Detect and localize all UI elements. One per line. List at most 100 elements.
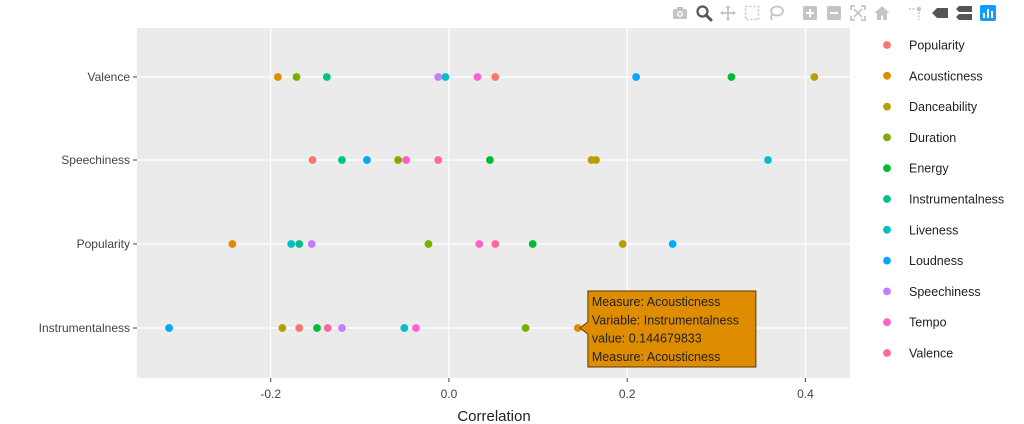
data-point[interactable]: [228, 240, 237, 248]
data-point[interactable]: [810, 73, 819, 81]
legend-label: Instrumentalness: [909, 193, 1004, 207]
data-point[interactable]: [434, 73, 443, 81]
data-point[interactable]: [295, 324, 304, 332]
data-point[interactable]: [632, 73, 640, 81]
spike-lines-button[interactable]: [905, 2, 927, 24]
data-point[interactable]: [424, 240, 433, 248]
data-point[interactable]: [727, 73, 736, 81]
legend-item[interactable]: Valence: [883, 347, 953, 361]
legend-marker: [883, 318, 891, 327]
lasso-select-button[interactable]: [765, 2, 787, 24]
legend: Popularity Acousticness Danceability Durati…: [883, 39, 1004, 361]
data-point[interactable]: [278, 324, 287, 332]
hover-compare-button[interactable]: [953, 2, 975, 24]
data-point[interactable]: [338, 156, 346, 164]
legend-label: Speechiness: [909, 285, 981, 299]
legend-item[interactable]: Energy: [883, 162, 949, 176]
spike-lines-icon: [909, 6, 922, 20]
legend-label: Duration: [909, 131, 956, 145]
home-icon: [874, 6, 890, 20]
data-point[interactable]: [295, 240, 304, 248]
autoscale-button[interactable]: [847, 2, 869, 24]
camera-icon: [673, 7, 687, 19]
legend-label: Valence: [909, 347, 953, 361]
data-point[interactable]: [592, 156, 600, 164]
legend-marker: [883, 102, 891, 111]
data-point[interactable]: [165, 324, 173, 332]
tooltip-box: [579, 290, 757, 368]
legend-label: Energy: [909, 162, 949, 176]
tooltip-line: Variable: Instrumentalness: [592, 313, 739, 327]
data-point[interactable]: [292, 73, 301, 81]
x-tick-label: -0.2: [260, 387, 281, 401]
legend-item[interactable]: Duration: [883, 131, 956, 145]
plotly-logo-icon: [980, 5, 996, 21]
legend-item[interactable]: Tempo: [883, 316, 947, 330]
legend-marker: [883, 287, 891, 296]
data-point[interactable]: [473, 73, 482, 81]
zoom-out-button[interactable]: [823, 2, 845, 24]
data-point[interactable]: [764, 156, 772, 164]
data-point[interactable]: [307, 240, 316, 248]
data-point[interactable]: [400, 324, 409, 332]
data-point[interactable]: [491, 73, 500, 81]
home-button[interactable]: [871, 2, 893, 24]
hover-tooltip: Measure: Acousticness Variable: Instrumen…: [579, 290, 757, 368]
legend-item[interactable]: Acousticness: [883, 69, 983, 83]
data-point[interactable]: [573, 324, 582, 332]
legend-item[interactable]: Loudness: [883, 254, 963, 268]
legend-label: Loudness: [909, 254, 963, 268]
legend-label: Popularity: [909, 39, 965, 53]
legend-marker: [883, 133, 891, 142]
legend-marker: [883, 195, 891, 203]
data-point[interactable]: [528, 240, 537, 248]
hover-closest-button[interactable]: [929, 2, 951, 24]
legend-item[interactable]: Danceability: [883, 100, 978, 114]
data-point[interactable]: [273, 73, 282, 81]
lasso-select-icon: [770, 5, 784, 21]
data-point[interactable]: [394, 156, 403, 164]
data-point[interactable]: [441, 73, 450, 81]
data-point[interactable]: [338, 324, 346, 332]
legend-label: Danceability: [909, 100, 978, 114]
data-point[interactable]: [412, 324, 420, 332]
box-select-button[interactable]: [741, 2, 763, 24]
data-point[interactable]: [308, 156, 317, 164]
x-tick-label: 0.4: [797, 387, 814, 401]
data-point[interactable]: [521, 324, 530, 332]
data-point[interactable]: [313, 324, 321, 332]
data-point[interactable]: [434, 156, 443, 164]
legend-marker: [883, 349, 891, 357]
legend-item[interactable]: Speechiness: [883, 285, 981, 299]
plotly-logo-button[interactable]: [977, 2, 999, 24]
legend-marker: [883, 164, 891, 173]
y-tick-label: Popularity: [77, 237, 130, 251]
zoom-button[interactable]: [693, 2, 715, 24]
data-point[interactable]: [668, 240, 677, 248]
legend-item[interactable]: Instrumentalness: [883, 193, 1004, 207]
data-points: [165, 73, 819, 332]
data-point[interactable]: [323, 324, 332, 332]
data-point[interactable]: [402, 156, 411, 164]
x-axis-title: Correlation: [457, 408, 530, 424]
zoom-in-icon: [803, 6, 817, 20]
camera-button[interactable]: [669, 2, 691, 24]
data-point[interactable]: [287, 240, 296, 248]
data-point[interactable]: [618, 240, 627, 248]
data-point[interactable]: [322, 73, 331, 81]
legend-item[interactable]: Liveness: [883, 223, 958, 237]
x-tick-label: 0.0: [441, 387, 458, 401]
legend-item[interactable]: Popularity: [883, 39, 965, 53]
zoom-in-button[interactable]: [799, 2, 821, 24]
data-point[interactable]: [486, 156, 494, 164]
pan-icon: [720, 5, 736, 21]
legend-label: Tempo: [909, 316, 947, 330]
box-select-icon: [744, 5, 760, 21]
data-point[interactable]: [363, 156, 371, 164]
pan-button[interactable]: [717, 2, 739, 24]
tooltip-line: Measure: Acousticness: [592, 350, 721, 364]
tooltip-line: value: 0.144679833: [592, 332, 702, 346]
data-point[interactable]: [475, 240, 484, 248]
data-point[interactable]: [491, 240, 500, 248]
